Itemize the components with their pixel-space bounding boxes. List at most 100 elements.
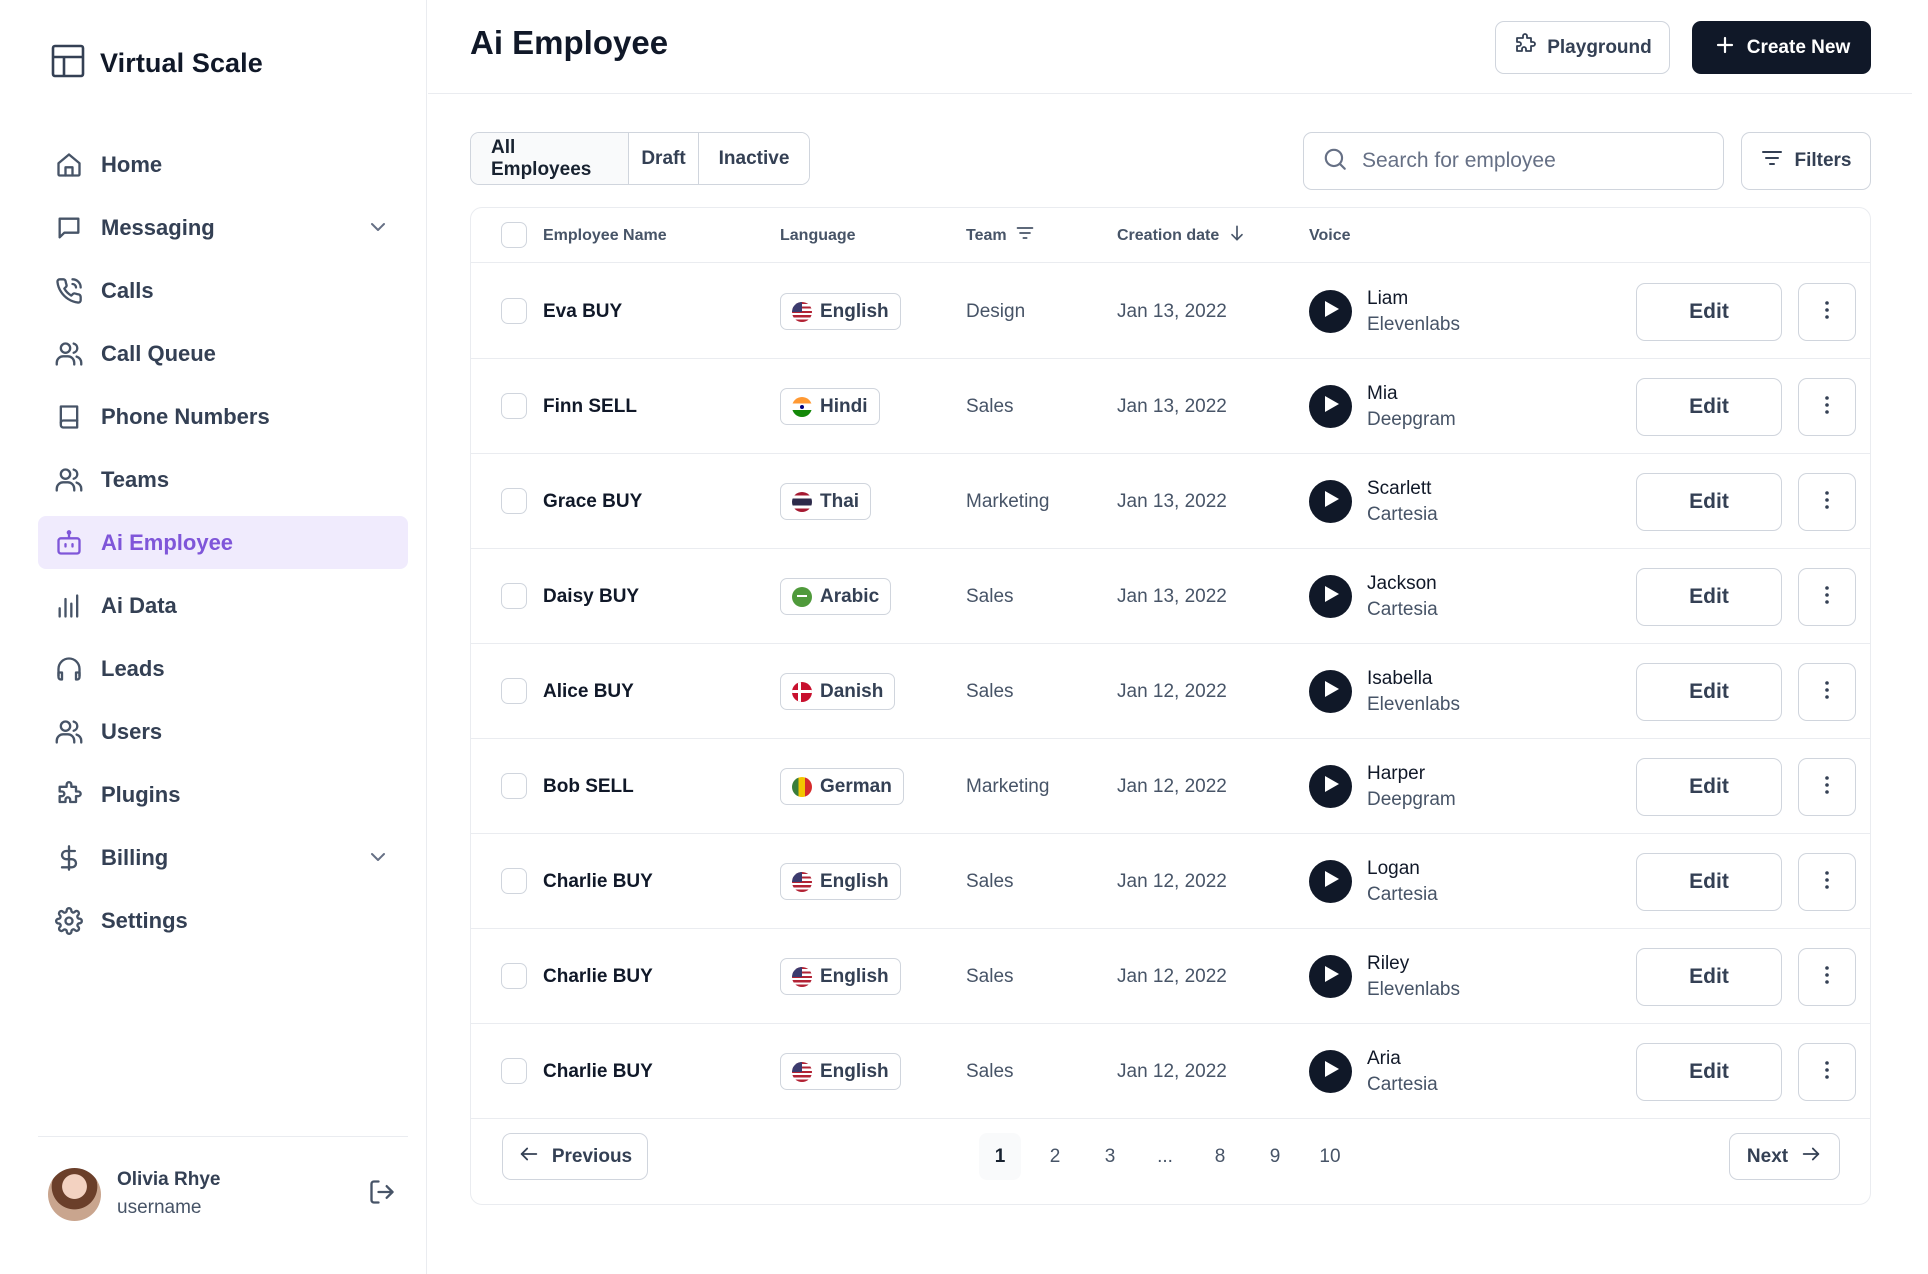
sidebar-item-ai-data[interactable]: Ai Data xyxy=(38,579,408,632)
table-row[interactable]: Eva BUY English Design Jan 13, 2022 Liam Elev… xyxy=(471,264,1870,359)
row-checkbox[interactable] xyxy=(501,773,527,799)
page-9[interactable]: 9 xyxy=(1269,1145,1281,1167)
page-1[interactable]: 1 xyxy=(979,1133,1021,1180)
previous-button[interactable]: Previous xyxy=(502,1133,648,1180)
edit-button[interactable]: Edit xyxy=(1636,473,1782,531)
employee-name: Eva BUY xyxy=(543,300,623,322)
edit-button[interactable]: Edit xyxy=(1636,283,1782,341)
row-checkbox[interactable] xyxy=(501,583,527,609)
edit-button[interactable]: Edit xyxy=(1636,663,1782,721)
table-row[interactable]: Daisy BUY Arabic Sales Jan 13, 2022 Jackson C… xyxy=(471,549,1870,644)
edit-button[interactable]: Edit xyxy=(1636,1043,1782,1101)
next-label: Next xyxy=(1746,1145,1789,1167)
sidebar-item-label: Calls xyxy=(101,277,154,303)
more-options-button[interactable] xyxy=(1798,568,1856,626)
edit-button[interactable]: Edit xyxy=(1636,948,1782,1006)
sidebar-item-leads[interactable]: Leads xyxy=(38,642,408,695)
more-options-button[interactable] xyxy=(1798,378,1856,436)
voice-provider: Elevenlabs xyxy=(1367,693,1460,715)
table-row[interactable]: Finn SELL Hindi Sales Jan 13, 2022 Mia Deepgr… xyxy=(471,359,1870,454)
next-button[interactable]: Next xyxy=(1729,1133,1840,1180)
play-voice-button[interactable] xyxy=(1309,290,1352,333)
column-voice[interactable]: Voice xyxy=(1309,208,1351,263)
more-options-button[interactable] xyxy=(1798,283,1856,341)
row-checkbox[interactable] xyxy=(501,1058,527,1084)
page-10[interactable]: 10 xyxy=(1319,1145,1341,1167)
sidebar-item-call-queue[interactable]: Call Queue xyxy=(38,327,408,380)
edit-button[interactable]: Edit xyxy=(1636,758,1782,816)
column-language[interactable]: Language xyxy=(780,208,856,263)
chevron-down-icon[interactable] xyxy=(366,215,390,239)
play-voice-button[interactable] xyxy=(1309,1050,1352,1093)
more-vertical-icon xyxy=(1815,963,1839,992)
select-all-checkbox[interactable] xyxy=(501,222,527,248)
playground-button[interactable]: Playground xyxy=(1495,21,1670,74)
users-icon xyxy=(54,339,84,369)
more-options-button[interactable] xyxy=(1798,758,1856,816)
edit-button[interactable]: Edit xyxy=(1636,378,1782,436)
filters-button[interactable]: Filters xyxy=(1741,132,1871,190)
row-checkbox[interactable] xyxy=(501,393,527,419)
sidebar-item-users[interactable]: Users xyxy=(38,705,408,758)
more-options-button[interactable] xyxy=(1798,948,1856,1006)
creation-date: Jan 12, 2022 xyxy=(1117,1060,1227,1082)
avatar[interactable] xyxy=(48,1167,101,1221)
in-flag-icon xyxy=(792,396,812,417)
play-voice-button[interactable] xyxy=(1309,670,1352,713)
row-checkbox[interactable] xyxy=(501,868,527,894)
more-options-button[interactable] xyxy=(1798,473,1856,531)
play-voice-button[interactable] xyxy=(1309,955,1352,998)
page-8[interactable]: 8 xyxy=(1214,1145,1226,1167)
row-checkbox[interactable] xyxy=(501,678,527,704)
play-voice-button[interactable] xyxy=(1309,385,1352,428)
chevron-down-icon[interactable] xyxy=(366,845,390,869)
table-row[interactable]: Charlie BUY English Sales Jan 12, 2022 Aria C… xyxy=(471,1024,1870,1119)
table-row[interactable]: Alice BUY Danish Sales Jan 12, 2022 Isabella… xyxy=(471,644,1870,739)
tab-all-employees[interactable]: All Employees xyxy=(471,133,629,184)
sidebar-item-messaging[interactable]: Messaging xyxy=(38,201,408,254)
brand[interactable]: Virtual Scale xyxy=(50,43,263,83)
logout-icon[interactable] xyxy=(368,1178,396,1206)
brand-name: Virtual Scale xyxy=(100,47,263,78)
sidebar-item-calls[interactable]: Calls xyxy=(38,264,408,317)
arrow-down-icon[interactable] xyxy=(1227,223,1247,248)
filter-lines-icon[interactable] xyxy=(1015,223,1035,248)
page-3[interactable]: 3 xyxy=(1104,1145,1116,1167)
creation-date: Jan 12, 2022 xyxy=(1117,680,1227,702)
table-row[interactable]: Grace BUY Thai Marketing Jan 13, 2022 Scarle… xyxy=(471,454,1870,549)
column-team[interactable]: Team xyxy=(966,208,1035,263)
more-options-button[interactable] xyxy=(1798,663,1856,721)
voice-name: Jackson xyxy=(1367,572,1437,594)
search-input[interactable] xyxy=(1362,149,1702,173)
table-row[interactable]: Charlie BUY English Sales Jan 12, 2022 Logan… xyxy=(471,834,1870,929)
create-new-button[interactable]: Create New xyxy=(1692,21,1871,74)
filter-lines-icon xyxy=(1760,146,1784,176)
tab-draft[interactable]: Draft xyxy=(629,133,699,184)
row-checkbox[interactable] xyxy=(501,298,527,324)
column-creation-date[interactable]: Creation date xyxy=(1117,208,1247,263)
sidebar-item-billing[interactable]: Billing xyxy=(38,831,408,884)
table-row[interactable]: Bob SELL German Marketing Jan 12, 2022 Harpe… xyxy=(471,739,1870,834)
edit-button[interactable]: Edit xyxy=(1636,853,1782,911)
table-row[interactable]: Charlie BUY English Sales Jan 12, 2022 Riley… xyxy=(471,929,1870,1024)
play-voice-button[interactable] xyxy=(1309,860,1352,903)
more-options-button[interactable] xyxy=(1798,853,1856,911)
sidebar-item-teams[interactable]: Teams xyxy=(38,453,408,506)
language-badge: English xyxy=(780,293,901,330)
play-voice-button[interactable] xyxy=(1309,480,1352,523)
play-voice-button[interactable] xyxy=(1309,575,1352,618)
sidebar-item-settings[interactable]: Settings xyxy=(38,894,408,947)
sidebar-item-home[interactable]: Home xyxy=(38,138,408,191)
sidebar-item-plugins[interactable]: Plugins xyxy=(38,768,408,821)
column-employee-name[interactable]: Employee Name xyxy=(543,208,667,263)
row-checkbox[interactable] xyxy=(501,488,527,514)
tab-inactive[interactable]: Inactive xyxy=(699,133,809,184)
sidebar-item-ai-employee[interactable]: Ai Employee xyxy=(38,516,408,569)
play-voice-button[interactable] xyxy=(1309,765,1352,808)
row-checkbox[interactable] xyxy=(501,963,527,989)
voice-name: Isabella xyxy=(1367,667,1433,689)
page-2[interactable]: 2 xyxy=(1049,1145,1061,1167)
sidebar-item-phone-numbers[interactable]: Phone Numbers xyxy=(38,390,408,443)
more-options-button[interactable] xyxy=(1798,1043,1856,1101)
edit-button[interactable]: Edit xyxy=(1636,568,1782,626)
